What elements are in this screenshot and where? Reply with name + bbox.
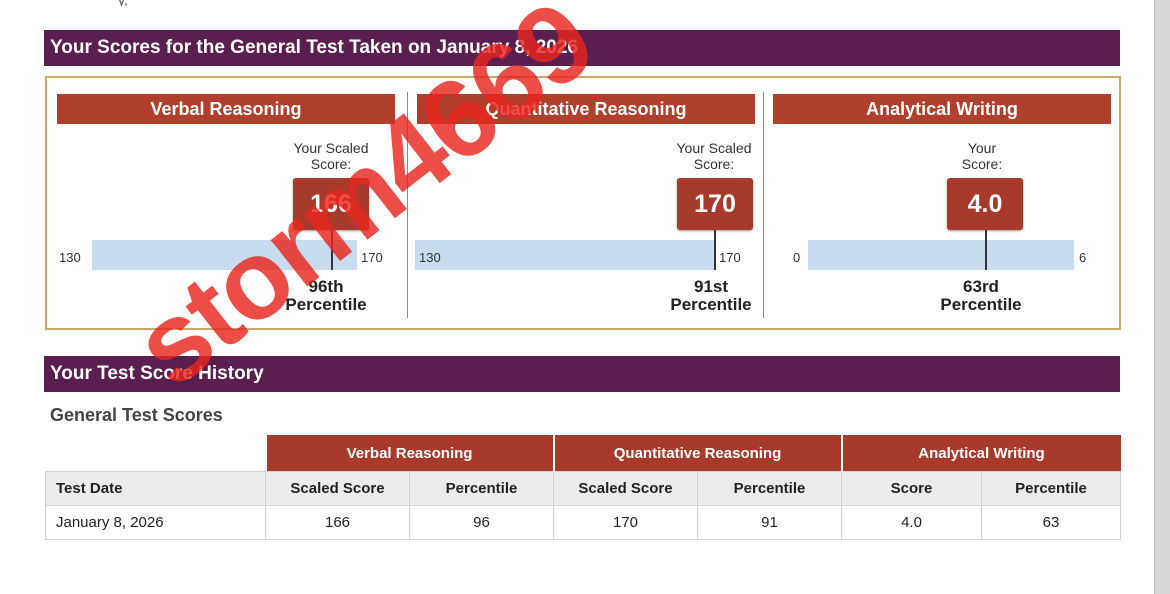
history-subheading: General Test Scores [50, 405, 223, 425]
quant-score-box: 170 [677, 178, 753, 230]
writing-score-box: 4.0 [947, 178, 1023, 230]
verbal-panel-title: Verbal Reasoning [57, 94, 395, 124]
vertical-scrollbar[interactable] [1154, 0, 1170, 594]
verbal-score-box: 166 [293, 178, 369, 230]
quant-panel: Quantitative Reasoning Your Scaled Score… [407, 78, 763, 328]
quant-max-label: 170 [719, 250, 741, 265]
column-header-verbal-scaled: Scaled Score [265, 471, 410, 506]
quant-percentile-word: Percentile [670, 295, 752, 314]
panel-divider [763, 92, 764, 318]
score-history-table: Verbal Reasoning Quantitative Reasoning … [45, 435, 1122, 540]
column-header-test-date: Test Date [45, 471, 266, 506]
table-row: January 8, 2026 166 96 170 91 4.0 63 [45, 505, 1122, 540]
verbal-percentile-number: 96th [308, 277, 344, 296]
table-group-header-row: Verbal Reasoning Quantitative Reasoning … [45, 435, 1121, 472]
panel-divider [407, 92, 408, 318]
writing-score-label: Your Score: [961, 140, 1003, 172]
writing-panel: Analytical Writing Your Score: 4.0 0 6 6… [763, 78, 1119, 328]
table-cell-quant-scaled: 170 [553, 505, 698, 540]
table-cell-verbal-scaled: 166 [265, 505, 410, 540]
verbal-score-pointer [331, 230, 333, 270]
table-empty-corner [45, 435, 266, 472]
scores-heading: Your Scores for the General Test Taken o… [44, 30, 1120, 66]
table-group-verbal: Verbal Reasoning [264, 435, 554, 472]
verbal-panel: Verbal Reasoning Your Scaled Score: 166 … [47, 78, 407, 328]
quant-score-track [415, 240, 714, 270]
quant-score-pointer [714, 230, 716, 270]
writing-score-track [808, 240, 1074, 270]
table-cell-verbal-percentile: 96 [409, 505, 554, 540]
writing-score-pointer [985, 230, 987, 270]
quant-percentile-number: 91st [693, 277, 729, 296]
writing-panel-title: Analytical Writing [773, 94, 1111, 124]
verbal-score-label: Your Scaled Score: [293, 140, 369, 172]
writing-max-label: 6 [1079, 250, 1087, 265]
verbal-max-label: 170 [361, 250, 383, 265]
table-cell-writing-percentile: 63 [980, 505, 1122, 540]
cropped-header-text: y, [118, 0, 128, 6]
verbal-min-label: 130 [59, 250, 81, 265]
verbal-percentile-word: Percentile [285, 295, 367, 314]
table-group-writing: Analytical Writing [840, 435, 1121, 472]
column-header-quant-percentile: Percentile [697, 471, 842, 506]
column-header-writing-score: Score [841, 471, 982, 506]
table-cell-writing-score: 4.0 [841, 505, 982, 540]
table-cell-test-date: January 8, 2026 [45, 505, 266, 540]
table-group-quant: Quantitative Reasoning [552, 435, 842, 472]
verbal-score-track [92, 240, 357, 270]
quant-min-label: 130 [419, 250, 441, 265]
column-header-writing-percentile: Percentile [980, 471, 1122, 506]
table-cell-quant-percentile: 91 [697, 505, 842, 540]
column-header-quant-scaled: Scaled Score [553, 471, 698, 506]
column-header-verbal-percentile: Percentile [409, 471, 554, 506]
writing-percentile-number: 63rd [963, 277, 999, 296]
history-heading: Your Test Score History [44, 356, 1120, 392]
table-column-header-row: Test Date Scaled Score Percentile Scaled… [45, 471, 1122, 506]
writing-percentile-word: Percentile [940, 295, 1022, 314]
quant-score-label: Your Scaled Score: [676, 140, 752, 172]
writing-min-label: 0 [793, 250, 801, 265]
cropped-top-text: y, [0, 0, 1154, 6]
scores-container: Verbal Reasoning Your Scaled Score: 166 … [45, 76, 1121, 330]
quant-panel-title: Quantitative Reasoning [417, 94, 755, 124]
